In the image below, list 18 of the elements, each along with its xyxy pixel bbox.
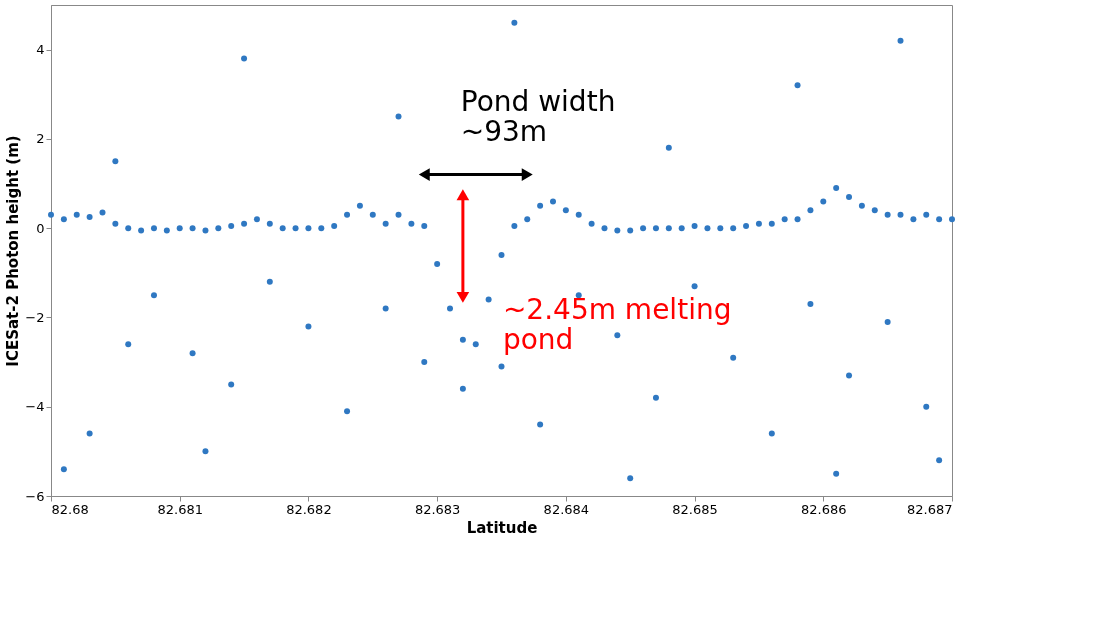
x-tick-label: 82.68 bbox=[51, 501, 89, 517]
y-tick-label: 4 bbox=[36, 42, 45, 58]
x-tick-label: 82.684 bbox=[543, 501, 590, 517]
x-axis-title: Latitude bbox=[466, 518, 538, 537]
x-tick-label: 82.682 bbox=[286, 501, 332, 517]
x-tick-label: 82.685 bbox=[672, 501, 718, 517]
y-tick-label: −4 bbox=[25, 399, 45, 415]
y-axis-title: ICESat-2 Photon height (m) bbox=[4, 135, 23, 367]
y-tick-label: −2 bbox=[25, 309, 45, 325]
annotation: Pond width ~93m bbox=[460, 84, 616, 148]
x-tick-label: 82.681 bbox=[157, 501, 203, 517]
x-tick-label: 82.687 bbox=[907, 501, 953, 517]
y-tick-label: 2 bbox=[36, 131, 45, 147]
annotation: ~2.45m melting pond bbox=[502, 293, 732, 357]
y-tick-label: −6 bbox=[25, 488, 45, 504]
x-tick-label: 82.683 bbox=[414, 501, 461, 517]
y-tick-label: 0 bbox=[36, 220, 45, 236]
x-tick-label: 82.686 bbox=[801, 501, 847, 517]
